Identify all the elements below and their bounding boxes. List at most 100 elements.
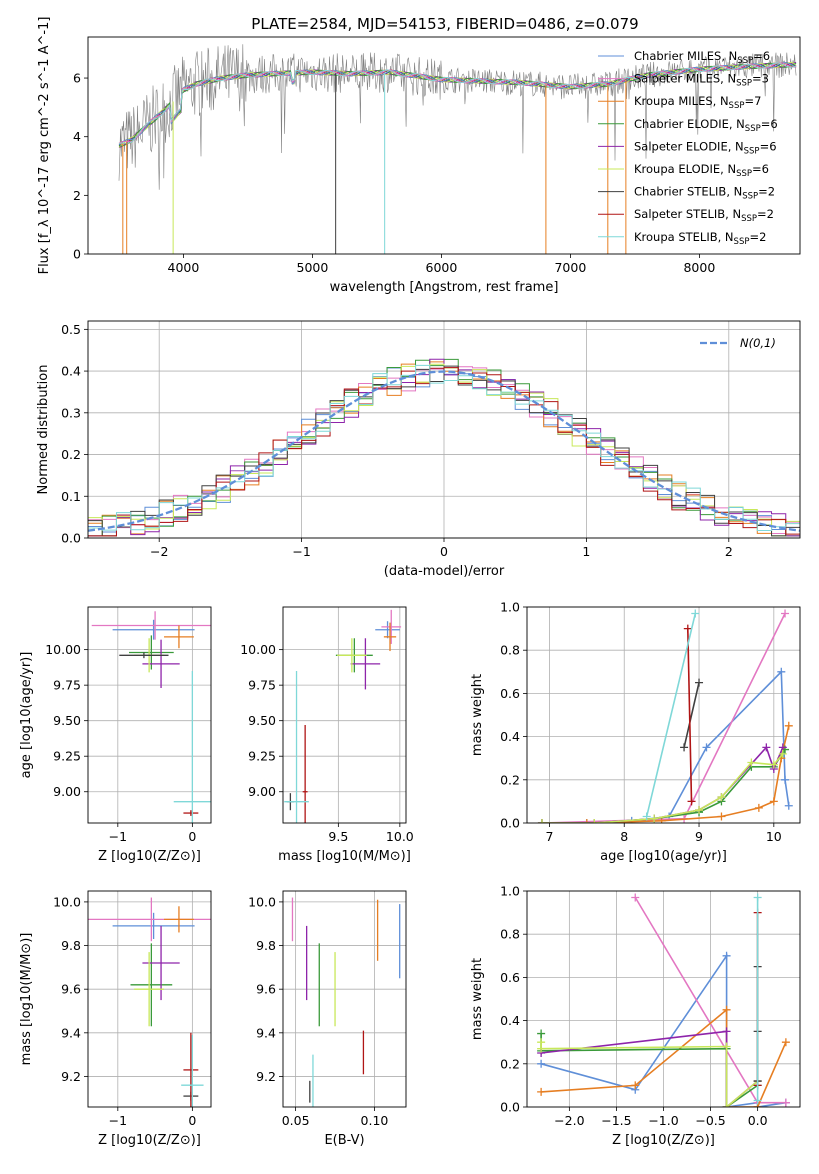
y-axis-label: mass [log10(M/M⊙)]	[19, 933, 34, 1066]
weight-series-5	[542, 753, 784, 823]
histogram-6	[88, 365, 800, 537]
x-tick-label: 10.0	[386, 829, 414, 844]
legend-entry-3: Chabrier ELODIE, NSSP=6	[634, 117, 778, 134]
y-tick-label: 0.2	[500, 772, 520, 787]
plot-area-residuals	[88, 358, 800, 537]
spectrum-legend: Chabrier MILES, NSSP=6 Salpeter MILES, NS…	[598, 49, 778, 247]
weight-marker	[781, 1098, 790, 1107]
weight-series-0	[542, 669, 790, 823]
y-tick-label: 9.00	[248, 784, 276, 799]
weight-marker	[695, 678, 704, 687]
y-tick-label: 0.3	[61, 405, 81, 420]
x-tick-label: −1.5	[601, 1113, 631, 1128]
weight-marker	[537, 1087, 546, 1096]
y-tick-label: 9.00	[53, 784, 81, 799]
weight-marker	[781, 1038, 790, 1047]
y-tick-label: 9.8	[256, 938, 276, 953]
plot-area-weight_vs_Z	[537, 893, 790, 1107]
y-tick-label: 9.4	[256, 1025, 276, 1040]
plot-frame	[526, 890, 801, 1108]
x-tick-label: −0.5	[695, 1113, 725, 1128]
y-tick-label: 0.4	[500, 729, 520, 744]
x-tick-label: −2.0	[554, 1113, 584, 1128]
y-axis-label: age [log10(age/yr)]	[19, 652, 34, 779]
weight-marker	[777, 667, 786, 676]
y-tick-label: 0.4	[61, 364, 81, 379]
x-tick-label: −2	[150, 544, 168, 559]
weight-marker	[717, 812, 726, 821]
y-tick-label: 6	[73, 71, 81, 86]
weight-marker	[642, 812, 651, 821]
weight-marker	[691, 609, 700, 618]
y-tick-label: 10.00	[240, 642, 276, 657]
x-axis-label: Z [log10(Z/Z⊙)]	[98, 1133, 201, 1148]
x-tick-label: −1	[109, 1113, 127, 1128]
weight-series-3	[542, 749, 786, 823]
y-tick-label: 0.0	[500, 816, 520, 831]
panel-weight_vs_age: 7 8 9 10 0.0 0.2 0.4 0.6 0.8 1.0 age [log10(age/yr…	[470, 600, 801, 864]
x-tick-label: 0.05	[282, 1113, 310, 1128]
legend-entry-5: Kroupa ELODIE, NSSP=6	[634, 162, 769, 179]
y-axis-label: Flux [f_λ 10^-17 erg cm^-2 s^-1 A^-1]	[37, 17, 52, 275]
x-tick-label: −1	[292, 544, 310, 559]
plot-frame	[87, 890, 212, 1108]
weight-marker	[717, 793, 726, 802]
panel-weight_vs_Z: −2.0 −1.5 −1.0 −0.5 0.0 0.0 0.2 0.4 0.6 0.8 1.0 Z […	[470, 884, 801, 1148]
y-tick-label: 10.00	[45, 642, 81, 657]
x-tick-label: 9	[695, 829, 703, 844]
weight-marker	[687, 797, 696, 806]
panel-mass_vs_ebv: 0.05 0.10 9.2 9.4 9.6 9.8 10.0 E(B-V)	[248, 890, 407, 1148]
weight-marker	[722, 1027, 731, 1036]
weight-marker	[781, 775, 790, 784]
x-tick-label: 2	[725, 544, 733, 559]
normal-curve	[88, 370, 800, 532]
y-tick-label: 0	[73, 247, 81, 262]
y-axis-label: mass weight	[470, 674, 485, 756]
weight-marker	[781, 609, 790, 618]
weight-marker	[784, 801, 793, 810]
weight-marker	[762, 743, 771, 752]
legend-entry-1: Salpeter MILES, NSSP=3	[634, 72, 769, 89]
plot-frame	[87, 320, 801, 539]
plot-frame	[282, 890, 407, 1108]
weight-series-1	[541, 613, 786, 823]
y-tick-label: 9.2	[256, 1069, 276, 1084]
x-tick-label: 0	[188, 829, 196, 844]
weight-marker	[753, 893, 762, 902]
x-axis-label: age [log10(age/yr)]	[600, 849, 727, 864]
figure-title: PLATE=2584, MJD=54153, FIBERID=0486, z=0…	[251, 15, 638, 33]
x-axis-label: Z [log10(Z/Z⊙)]	[98, 849, 201, 864]
y-tick-label: 0.4	[500, 1013, 520, 1028]
y-tick-label: 0.5	[61, 322, 81, 337]
x-axis-label: Z [log10(Z/Z⊙)]	[612, 1133, 715, 1148]
y-tick-label: 9.8	[61, 938, 81, 953]
weight-marker	[683, 624, 692, 633]
weight-marker	[722, 1005, 731, 1014]
weight-marker	[695, 806, 704, 815]
plot-frame	[87, 606, 212, 824]
observed-spectrum-line	[118, 44, 797, 190]
x-tick-label: 8	[620, 829, 628, 844]
weight-marker	[754, 803, 763, 812]
x-tick-label: 0	[440, 544, 448, 559]
y-tick-label: 0.8	[500, 643, 520, 658]
panel-residuals: −2 −1 0 1 2 0.0 0.1 0.2 0.3 0.4 0.5 (data-model)/er…	[36, 320, 801, 579]
legend-entry-4: Salpeter ELODIE, NSSP=6	[634, 139, 777, 156]
y-tick-label: 10.0	[248, 894, 276, 909]
y-tick-label: 9.25	[53, 749, 81, 764]
x-axis-label: mass [log10(M/M⊙)]	[278, 849, 411, 864]
x-tick-label: 5000	[297, 260, 329, 275]
weight-marker	[702, 743, 711, 752]
model-spectrum-8	[118, 62, 797, 144]
weight-marker	[778, 749, 787, 758]
weight-marker	[537, 819, 546, 823]
weight-marker	[722, 1103, 731, 1107]
plot-frame	[87, 36, 801, 255]
weight-marker	[650, 814, 659, 823]
weight-series-4	[542, 745, 784, 823]
y-tick-label: 9.4	[61, 1025, 81, 1040]
y-tick-label: 9.2	[61, 1069, 81, 1084]
legend-normal-label: N(0,1)	[740, 336, 776, 350]
weight-series-7	[687, 628, 693, 802]
y-tick-label: 0.6	[500, 686, 520, 701]
